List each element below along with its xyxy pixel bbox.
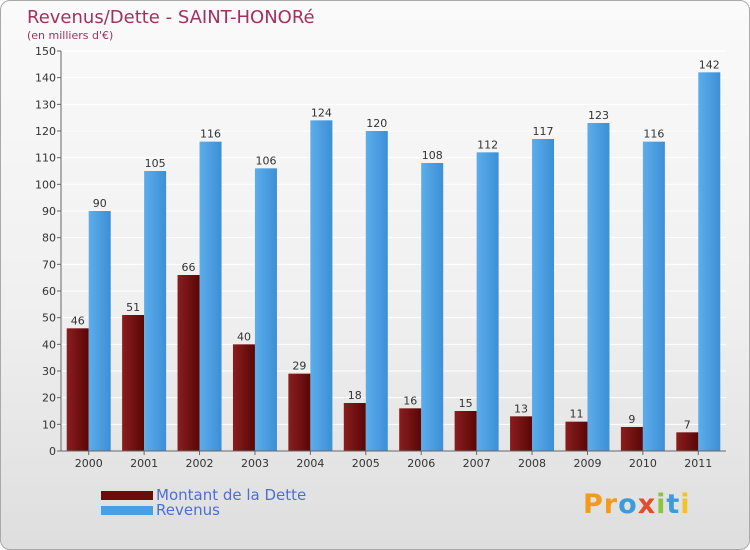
bar-debt-2002 — [177, 275, 200, 451]
bar-debt-2001 — [122, 315, 145, 451]
data-label-revenue-2007: 112 — [477, 138, 498, 151]
y-tick-label: 70 — [42, 258, 56, 271]
data-label-revenue-2000: 90 — [93, 197, 107, 210]
y-tick-label: 120 — [35, 125, 56, 138]
y-tick-label: 140 — [35, 72, 56, 85]
y-tick-label: 90 — [42, 205, 56, 218]
data-label-revenue-2010: 116 — [643, 128, 664, 141]
legend-item-debt: Montant de la Dette — [101, 487, 306, 503]
bar-debt-2006 — [399, 408, 422, 451]
bar-revenue-2006 — [421, 163, 444, 451]
bar-debt-2009 — [565, 421, 588, 451]
data-label-revenue-2008: 117 — [533, 125, 554, 138]
data-label-debt-2008: 13 — [514, 402, 528, 415]
bar-debt-2011 — [676, 432, 699, 451]
bar-revenue-2000 — [88, 211, 111, 451]
x-tick-label: 2002 — [186, 457, 214, 470]
bars: 46 90 51 105 66 116 40 106 29 124 18 120 16 108 15 112 1… — [66, 58, 721, 452]
data-label-revenue-2003: 106 — [255, 154, 276, 167]
gridlines — [61, 50, 726, 452]
data-label-debt-2010: 9 — [628, 413, 635, 426]
y-tick-label: 50 — [42, 312, 56, 325]
logo-letter: i — [656, 489, 667, 520]
axes: 0 10 20 30 40 50 60 70 80 90 100 110 120 130 140 150 200… — [35, 45, 726, 470]
legend-item-revenue: Revenus — [101, 502, 220, 518]
x-tick-label: 2011 — [684, 457, 712, 470]
x-tick-label: 2007 — [463, 457, 491, 470]
data-label-debt-2006: 16 — [403, 394, 417, 407]
y-tick-label: 30 — [42, 365, 56, 378]
y-tick-label: 60 — [42, 285, 56, 298]
proxiti-logo: Proxiti — [583, 489, 691, 520]
data-label-debt-2005: 18 — [348, 389, 362, 402]
y-tick-label: 40 — [42, 338, 56, 351]
data-label-debt-2001: 51 — [126, 301, 140, 314]
legend-swatch-debt — [101, 490, 153, 500]
bar-revenue-2001 — [144, 171, 167, 451]
bar-revenue-2011 — [698, 72, 721, 451]
data-label-revenue-2006: 108 — [422, 149, 443, 162]
data-label-debt-2011: 7 — [684, 418, 691, 431]
data-label-debt-2004: 29 — [292, 360, 306, 373]
legend-label-debt: Montant de la Dette — [156, 486, 307, 504]
bar-revenue-2009 — [587, 123, 610, 451]
data-label-debt-2002: 66 — [182, 261, 196, 274]
bar-debt-2000 — [66, 328, 89, 451]
bar-revenue-2002 — [199, 141, 222, 451]
chart-subtitle: (en milliers d'€) — [27, 29, 114, 42]
y-tick-label: 0 — [49, 445, 56, 458]
x-tick-label: 2010 — [629, 457, 657, 470]
logo-letter: P — [583, 489, 604, 520]
bar-revenue-2003 — [254, 168, 277, 452]
data-label-revenue-2001: 105 — [145, 157, 166, 170]
bar-revenue-2010 — [642, 141, 665, 451]
logo-letter: t — [666, 489, 681, 520]
data-label-debt-2007: 15 — [459, 397, 473, 410]
data-label-revenue-2009: 123 — [588, 109, 609, 122]
bar-debt-2010 — [620, 427, 643, 451]
legend-swatch-revenue — [101, 505, 153, 515]
bar-debt-2005 — [343, 403, 366, 451]
x-tick-label: 2009 — [573, 457, 601, 470]
y-tick-label: 150 — [35, 45, 56, 58]
bar-revenue-2008 — [532, 139, 555, 451]
bar-revenue-2005 — [365, 131, 388, 451]
logo-letter: o — [618, 489, 638, 520]
chart-title: Revenus/Dette - SAINT-HONORé — [27, 7, 315, 28]
logo-letter: x — [637, 489, 657, 520]
bar-debt-2004 — [288, 373, 311, 451]
x-tick-label: 2003 — [241, 457, 269, 470]
bar-revenue-2004 — [310, 120, 333, 451]
y-tick-label: 80 — [42, 232, 56, 245]
y-tick-label: 110 — [35, 152, 56, 165]
y-tick-label: 20 — [42, 392, 56, 405]
data-label-debt-2003: 40 — [237, 330, 251, 343]
y-tick-label: 100 — [35, 178, 56, 191]
logo-letter: r — [603, 489, 619, 520]
x-tick-label: 2006 — [407, 457, 435, 470]
y-tick-label: 10 — [42, 418, 56, 431]
data-label-debt-2009: 11 — [569, 408, 583, 421]
x-tick-label: 2004 — [296, 457, 324, 470]
data-label-revenue-2002: 116 — [200, 128, 221, 141]
x-tick-label: 2001 — [130, 457, 158, 470]
legend-label-revenue: Revenus — [156, 501, 220, 519]
bar-debt-2003 — [232, 344, 255, 451]
x-tick-label: 2000 — [75, 457, 103, 470]
data-label-revenue-2011: 142 — [699, 58, 720, 71]
y-tick-label: 130 — [35, 98, 56, 111]
logo-letter: i — [680, 489, 691, 520]
x-tick-label: 2005 — [352, 457, 380, 470]
data-label-revenue-2004: 124 — [311, 106, 332, 119]
data-label-revenue-2005: 120 — [366, 117, 387, 130]
bar-debt-2007 — [454, 411, 477, 451]
x-tick-label: 2008 — [518, 457, 546, 470]
data-label-debt-2000: 46 — [71, 314, 85, 327]
bar-debt-2008 — [510, 416, 533, 451]
bar-revenue-2007 — [476, 152, 499, 452]
